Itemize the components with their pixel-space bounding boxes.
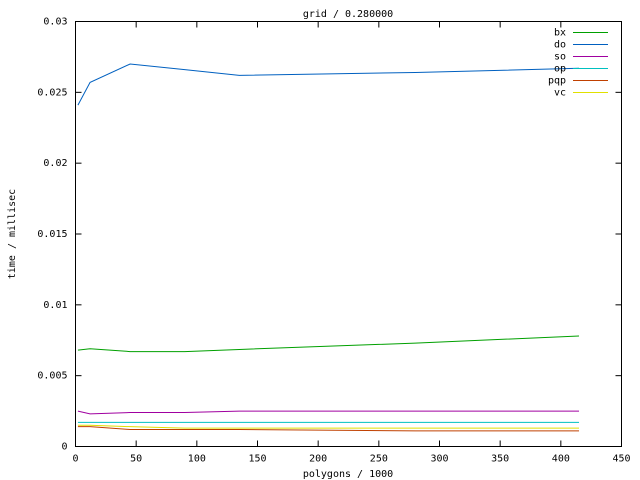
y-tick-label: 0.02	[43, 158, 67, 169]
series-line	[77, 335, 580, 353]
y-tick-label: 0	[61, 442, 67, 453]
y-tick-label: 0.005	[37, 371, 67, 382]
plot-frame	[75, 21, 622, 447]
series-line	[77, 63, 580, 106]
series-line	[77, 410, 580, 415]
series-line	[77, 426, 580, 432]
x-tick-label: 200	[309, 454, 327, 465]
x-tick-label: 150	[248, 454, 266, 465]
legend-label: pqp	[548, 76, 566, 87]
y-tick-label: 0.015	[37, 229, 67, 240]
chart-title: grid / 0.280000	[303, 9, 393, 20]
y-tick-label: 0.025	[37, 87, 67, 98]
legend-label: do	[554, 40, 566, 51]
x-tick-label: 300	[430, 454, 448, 465]
x-tick-label: 350	[491, 454, 509, 465]
legend-label: op	[554, 64, 566, 75]
x-axis-label: polygons / 1000	[303, 469, 393, 480]
y-axis-label: time / millisec	[7, 189, 18, 279]
legend-label: so	[554, 52, 566, 63]
y-tick-label: 0.01	[43, 300, 67, 311]
legend-label: bx	[554, 28, 566, 39]
x-tick-label: 250	[370, 454, 388, 465]
y-tick-label: 0.03	[43, 17, 67, 28]
x-tick-label: 100	[188, 454, 206, 465]
x-tick-label: 450	[612, 454, 630, 465]
x-tick-label: 400	[552, 454, 570, 465]
x-tick-label: 0	[72, 454, 78, 465]
series-line	[77, 424, 580, 429]
legend-label: vc	[554, 88, 566, 99]
x-tick-label: 50	[130, 454, 142, 465]
